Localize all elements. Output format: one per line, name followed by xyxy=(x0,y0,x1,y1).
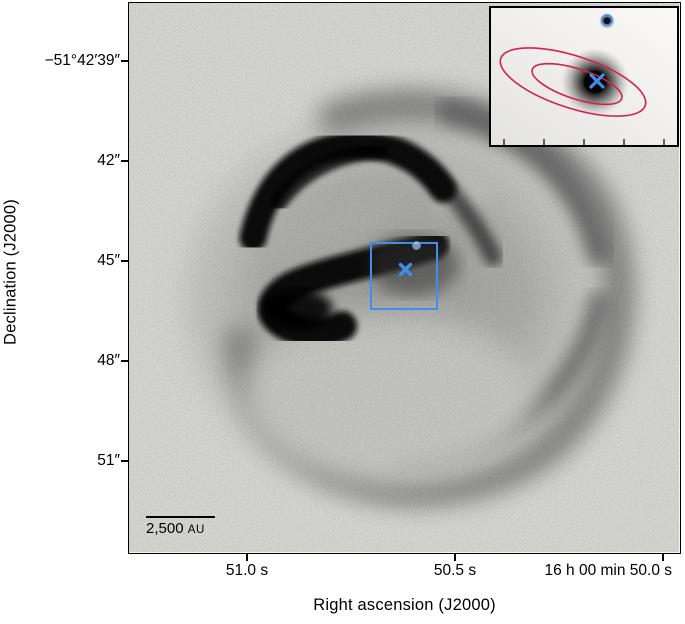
y-tick-label: 48″ xyxy=(97,352,120,369)
zoom-region-box xyxy=(370,242,438,310)
protostar-cross-marker xyxy=(398,262,413,277)
y-tick-mark xyxy=(121,360,128,362)
scale-bar-label: 2,500 AU xyxy=(146,520,215,539)
scale-bar-unit: AU xyxy=(187,524,205,537)
x-tick-mark xyxy=(454,554,456,561)
inset-companion-circle-marker xyxy=(601,14,613,26)
scale-bar: 2,500 AU xyxy=(146,516,215,539)
y-tick-mark xyxy=(121,60,128,62)
x-axis-title: Right ascension (J2000) xyxy=(313,596,496,614)
x-tick-mark xyxy=(662,554,664,561)
red-contour-inner xyxy=(531,62,623,106)
x-tick-mark xyxy=(246,554,248,561)
x-tick-label: 51.0 s xyxy=(225,562,269,579)
red-contour-outer xyxy=(499,47,647,117)
inset-tick-marks xyxy=(503,139,665,145)
red-contours xyxy=(499,47,647,117)
x-tick-label: 16 h 00 min 50.0 s xyxy=(544,562,672,579)
scale-bar-line xyxy=(146,516,215,519)
y-tick-mark xyxy=(121,260,128,262)
y-axis-title: Declination (J2000) xyxy=(1,199,20,345)
image-panel: 2,500 AU xyxy=(128,2,681,554)
y-tick-mark xyxy=(121,460,128,462)
x-tick-label: 50.5 s xyxy=(433,562,477,579)
inset-panel xyxy=(489,6,679,147)
y-tick-label: −51°42′39″ xyxy=(44,52,120,69)
y-tick-label: 42″ xyxy=(97,152,120,169)
y-tick-label: 51″ xyxy=(97,452,120,469)
y-tick-label: 45″ xyxy=(97,252,120,269)
scale-bar-value: 2,500 xyxy=(146,520,184,538)
inset-protostar-cross-marker xyxy=(589,73,605,89)
y-tick-mark xyxy=(121,160,128,162)
inset-companion-core xyxy=(603,17,611,25)
companion-circle-marker xyxy=(412,241,421,250)
inset-artwork xyxy=(491,8,677,145)
